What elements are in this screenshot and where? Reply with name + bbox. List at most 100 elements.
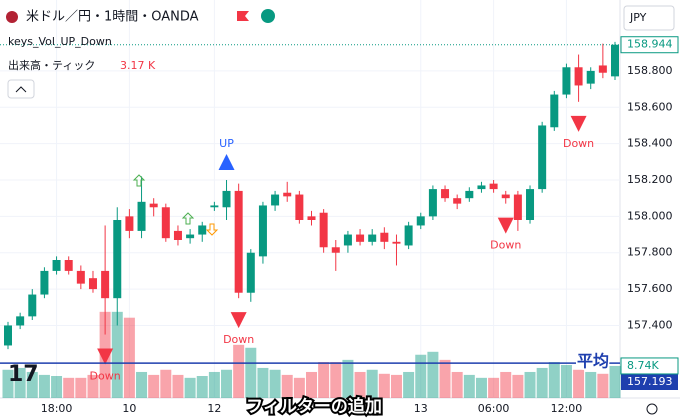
volume-bar: [75, 377, 87, 398]
axes: 157.400 157.600 157.800 158.000 158.200 158.4…: [41, 36, 679, 415]
x-tick-label: 18:00: [41, 402, 73, 415]
volume-bar: [439, 359, 451, 398]
candle-body: [52, 260, 61, 271]
marker-label: Down: [90, 370, 121, 383]
volume-bar: [306, 371, 317, 398]
marker-label: Down: [563, 137, 594, 150]
markers: Down UP Down Down Down: [0, 44, 620, 383]
x-tick-label: 10: [122, 402, 136, 415]
volume-bar: [403, 371, 415, 398]
last-volume-box: [620, 357, 679, 375]
currency-button[interactable]: [623, 5, 675, 31]
volume-bar: [269, 369, 281, 398]
volume-bar: [548, 362, 560, 398]
volume-bar: [488, 377, 500, 398]
candle-body: [441, 189, 450, 199]
volume-bar: [184, 377, 196, 398]
volume-bar: [87, 374, 99, 398]
settings-icon[interactable]: [646, 403, 658, 415]
candle-body: [40, 270, 49, 295]
marker-label: Down: [223, 333, 254, 346]
candle-body: [222, 190, 231, 208]
volume-bar: [318, 362, 330, 398]
candle-body: [210, 205, 219, 208]
volume-bar: [257, 367, 269, 398]
x-tick-label: 06:00: [478, 402, 510, 415]
volume-bar: [330, 362, 342, 398]
candle-body: [404, 225, 413, 246]
volume-bar: [148, 374, 160, 398]
volume-bar: [536, 367, 548, 398]
volume-bar: [14, 367, 26, 398]
candle-body: [271, 194, 280, 206]
candle-body: [64, 260, 73, 271]
candle-body: [246, 252, 255, 293]
volume-bar: [560, 365, 572, 398]
indicator-name: keys_Vol_UP_Down: [8, 35, 112, 48]
down-marker: [497, 217, 514, 234]
chevron: [15, 86, 27, 93]
last-price-box: [620, 36, 679, 54]
candle-body: [428, 189, 437, 217]
volume-bar: [597, 373, 609, 398]
y-tick-label: 157.800: [627, 246, 673, 259]
collapse-button[interactable]: [7, 79, 35, 99]
volume-bar: [415, 354, 427, 398]
candle-body: [477, 185, 486, 190]
volume-bar: [500, 371, 512, 398]
candle-body: [453, 198, 462, 204]
up-marker: [218, 154, 235, 170]
grid: [0, 0, 620, 398]
candle-body: [586, 70, 595, 84]
volume-bar: [366, 369, 378, 398]
down-marker: [570, 115, 587, 132]
candle-body: [501, 194, 510, 199]
currency: JPY: [629, 11, 647, 24]
volume-bar: [512, 374, 524, 398]
average-label: 平均: [577, 352, 609, 371]
volume-bar: [136, 371, 148, 398]
candle-body: [76, 270, 85, 284]
flag-icon: [6, 11, 18, 23]
volume-bar: [342, 359, 354, 398]
average-price-box: [621, 374, 678, 390]
last-volume-label: 8.74K: [627, 359, 659, 372]
candle-body: [598, 65, 607, 73]
volume-bar: [38, 374, 50, 398]
y-tick-label: 158.000: [627, 209, 673, 222]
candle-body: [258, 205, 267, 257]
volume-bar: [609, 365, 621, 398]
volume-bar: [524, 371, 536, 398]
candle-body: [416, 216, 425, 226]
logo: 17: [8, 362, 39, 387]
flag: [237, 11, 249, 21]
candle-body: [513, 194, 522, 220]
down-marker: [97, 348, 114, 365]
volume-bar: [378, 373, 390, 398]
candle-body: [331, 247, 340, 253]
overlay-text: フィルターの追加: [246, 396, 382, 417]
candle-body: [16, 316, 25, 326]
signal-arrow: [181, 212, 195, 225]
volume-bar: [451, 371, 463, 398]
signal-arrow: [205, 223, 219, 236]
down-marker: [230, 312, 247, 329]
volume-label: 出来高・ティック: [8, 58, 95, 72]
marker-label: Down: [490, 239, 521, 252]
candle-body: [186, 234, 195, 239]
volume-bar: [293, 377, 305, 398]
volume-bar: [123, 317, 135, 398]
candle-body: [526, 189, 535, 220]
candle-body: [137, 201, 146, 231]
volume-bar: [245, 347, 257, 398]
y-tick-label: 157.400: [627, 318, 673, 331]
candle-body: [319, 212, 328, 248]
status-dot: [261, 9, 275, 23]
x-tick-label: 12:00: [551, 402, 583, 415]
x-tick-label: 12: [207, 402, 221, 415]
volume-bar: [208, 371, 220, 398]
candle-body: [28, 294, 37, 317]
volume-bar: [354, 371, 366, 398]
candle-body: [283, 192, 292, 197]
volume-bar: [26, 371, 38, 398]
